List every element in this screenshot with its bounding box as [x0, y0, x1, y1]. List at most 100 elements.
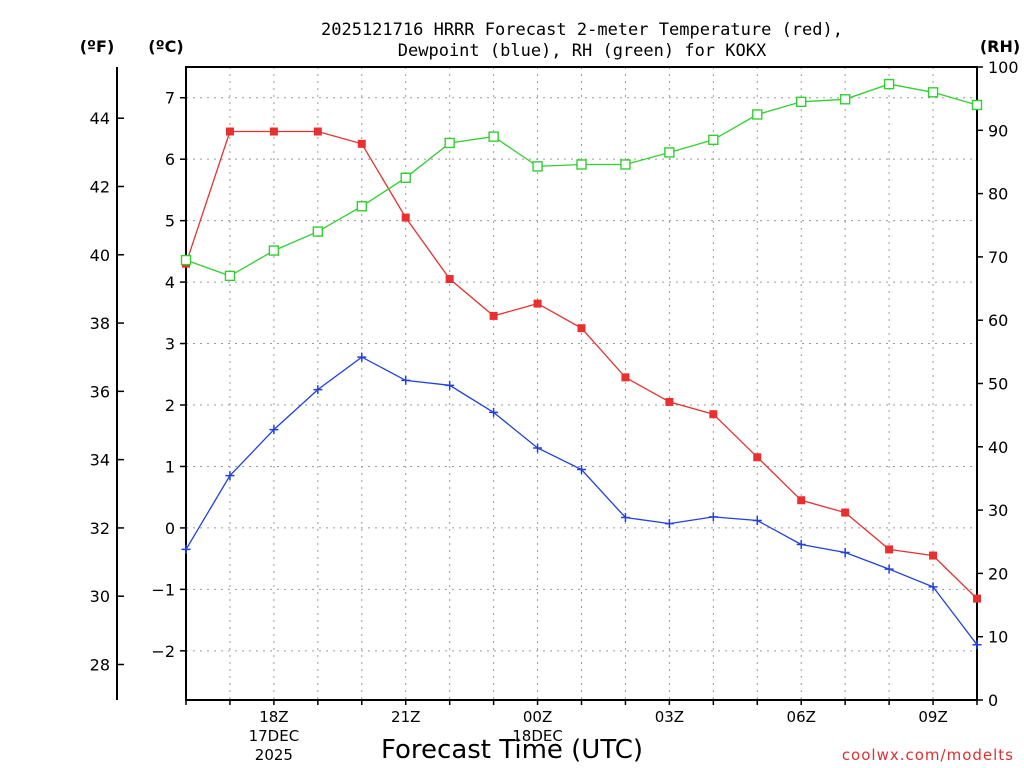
rh-point [927, 87, 939, 98]
x-tick-label: 18Z [259, 708, 288, 726]
fahrenheit-unit-label: (ºF) [80, 37, 115, 56]
dewpoint-point [181, 544, 191, 554]
celsius-tick-label: 7 [165, 89, 175, 108]
celsius-tick-label: −2 [151, 642, 175, 661]
temperature-point [357, 139, 366, 148]
dewpoint-point [313, 385, 323, 395]
fahrenheit-tick-label: 40 [90, 246, 110, 265]
x-axis-label: Forecast Time (UTC) [381, 735, 643, 765]
rh-point [312, 226, 324, 237]
chart-title-line-2: Dewpoint (blue), RH (green) for KOKX [398, 41, 767, 61]
dewpoint-point [972, 640, 982, 650]
rh-point [971, 99, 983, 111]
dewpoint-point [489, 407, 499, 417]
rh-tick-label: 60 [988, 311, 1008, 330]
celsius-tick-label: 2 [165, 396, 175, 415]
temperature-point [401, 213, 410, 222]
temperature-point [797, 496, 806, 505]
temperature-point [621, 373, 630, 382]
x-date-label: 18DEC [512, 727, 563, 745]
source-credit: coolwx.com/modelts [842, 746, 1014, 764]
dewpoint-point [401, 375, 411, 385]
celsius-tick-label: 0 [165, 519, 175, 538]
dewpoint-point [664, 519, 674, 529]
celsius-tick-label: 4 [165, 273, 175, 292]
dewpoint-point [620, 512, 630, 522]
dewpoint-point [796, 540, 806, 550]
rh-tick-label: 100 [988, 58, 1019, 77]
rh-tick-label: 30 [988, 501, 1008, 520]
dewpoint-point [928, 582, 938, 592]
celsius-tick-label: 6 [165, 150, 175, 169]
fahrenheit-tick-label: 30 [90, 587, 110, 606]
celsius-unit-label: (ºC) [148, 37, 183, 56]
dewpoint-line [185, 356, 978, 646]
temperature-point [445, 275, 454, 284]
fahrenheit-tick-label: 36 [90, 382, 110, 401]
rh-point [664, 147, 675, 158]
rh-point [444, 137, 455, 149]
dewpoint-point [357, 352, 367, 362]
chart-title-line-1: 2025121716 HRRR Forecast 2-meter Tempera… [321, 20, 843, 40]
rh-tick-label: 70 [988, 248, 1008, 267]
rh-tick-label: 10 [988, 628, 1008, 647]
celsius-tick-label: 3 [165, 335, 175, 354]
data-series [180, 78, 983, 650]
temperature-point [489, 311, 498, 320]
rh-tick-label: 40 [988, 438, 1008, 457]
dewpoint-point [884, 564, 894, 574]
rh-point [356, 201, 367, 212]
rh-point [532, 161, 543, 172]
temperature-point [225, 127, 234, 136]
temperature-point [533, 299, 542, 308]
fahrenheit-tick-label: 28 [90, 655, 110, 674]
axes: 283032343638404244−2−1012345670102030405… [90, 58, 1019, 764]
temperature-point [885, 545, 894, 554]
temperature-point [313, 127, 322, 136]
x-tick-label: 21Z [391, 708, 420, 726]
celsius-tick-label: −1 [151, 580, 175, 599]
dewpoint-point [577, 465, 586, 475]
dewpoint-point [533, 443, 543, 453]
temperature-point [841, 508, 850, 517]
x-date-label: 2025 [255, 746, 293, 764]
rh-point [708, 134, 719, 145]
temperature-point [929, 551, 938, 560]
rh-point [400, 172, 411, 183]
rh-point [796, 96, 807, 108]
dewpoint-point [225, 471, 235, 481]
rh-point [180, 254, 192, 266]
temperature-point [753, 453, 762, 462]
fahrenheit-tick-label: 42 [90, 177, 110, 196]
dewpoint-point [708, 512, 718, 522]
rh-point [488, 131, 499, 142]
dewpoint-point [445, 380, 455, 390]
rh-point [268, 245, 280, 256]
dewpoint-point [840, 548, 850, 558]
fahrenheit-tick-label: 44 [90, 109, 110, 128]
rh-tick-label: 90 [988, 121, 1008, 140]
x-tick-label: 06Z [787, 708, 816, 726]
rh-point [752, 109, 763, 120]
rh-tick-label: 20 [988, 564, 1008, 583]
dewpoint-point [269, 425, 279, 435]
rh-tick-label: 0 [988, 691, 998, 710]
x-tick-label: 03Z [655, 708, 684, 726]
rh-point [224, 270, 236, 282]
rh-point [883, 78, 895, 90]
gridlines [186, 67, 977, 700]
rh-tick-label: 50 [988, 375, 1008, 394]
rh-point [839, 94, 851, 105]
rh-unit-label: (RH) [980, 37, 1020, 56]
x-date-label: 17DEC [249, 727, 300, 745]
rh-point [620, 159, 631, 170]
rh-point [576, 159, 587, 170]
fahrenheit-tick-label: 38 [90, 314, 110, 333]
celsius-tick-label: 5 [165, 212, 175, 231]
celsius-tick-label: 1 [165, 457, 175, 476]
temperature-point [577, 324, 586, 333]
temperature-point [665, 397, 674, 406]
temperature-point [709, 410, 718, 419]
dewpoint-point [752, 516, 762, 526]
